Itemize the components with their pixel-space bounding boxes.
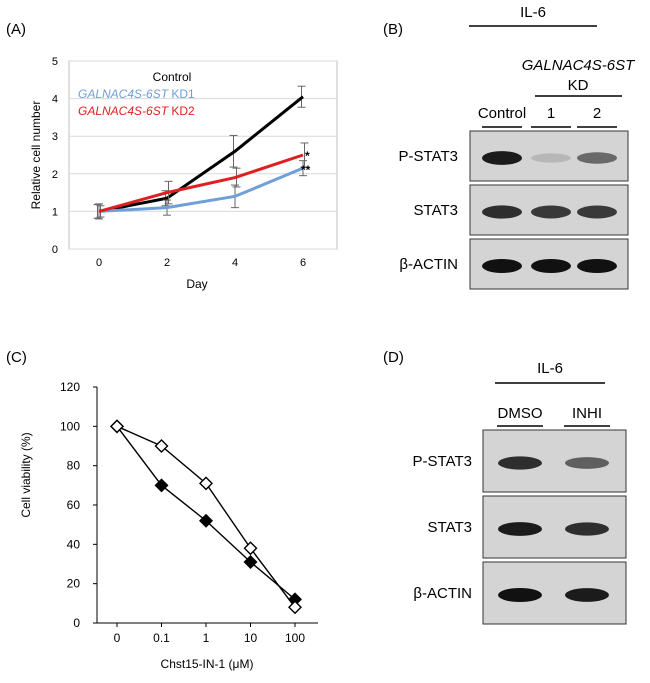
panel-c-ytick: 20 [67,577,81,591]
blot-lane-label: Control [478,105,526,122]
legend-kd2-gene: GALNAC4S-6ST [78,104,170,118]
panel-a-xtick: 0 [96,257,102,269]
panel-c-marker-open [199,476,213,491]
panel-c-xtick: 100 [285,631,305,645]
panel-c-ytick: 0 [73,616,80,630]
legend-kd1: GALNAC4S-6ST KD1 [78,87,195,101]
panel-b-western-blot: IL-6 GALNAC4S-6ST KD Control 1 2 P-STAT3 ST… [399,4,636,290]
panel-c-chart: 0 20 40 60 80 100 120 0 0.1 1 10 100 Cell viabilit… [19,380,318,671]
significance-kd1: ** [301,163,311,177]
panel-c-marker-open [288,600,302,615]
blot-band [482,205,522,219]
panel-c-ytick: 80 [67,459,81,473]
panel-a-chart: 0 1 2 3 4 5 0 2 4 6 Relative cell number Day Con… [29,56,338,291]
panel-c-axes [96,387,318,624]
panel-a-ytick: 2 [52,169,58,181]
panel-d-western-blot: IL-6 DMSO INHI P-STAT3 STAT3 β-ACTIN [413,360,627,625]
blot-band [531,153,571,163]
significance-kd2: * [305,149,310,163]
panel-c-ytick: 120 [60,380,80,394]
blot-band [498,456,542,470]
panel-label-a: (A) [6,21,26,38]
blot-band [531,205,571,219]
panel-b-kd-label: KD [568,77,589,94]
blot-band [577,152,617,164]
blot-lane-label: DMSO [498,405,543,422]
legend-kd2: GALNAC4S-6ST KD2 [78,104,195,118]
blot-band [565,457,609,469]
panel-c-marker-filled [154,478,169,493]
blot-band [498,522,542,536]
blot-band [498,588,542,602]
panel-c-xtick: 10 [244,631,258,645]
panel-c-xtick: 0.1 [153,631,170,645]
panel-a-ytick: 0 [52,244,58,256]
panel-a-ytick: 1 [52,206,58,218]
panel-a-series-line [98,95,304,213]
panel-a-xlabel: Day [186,277,207,291]
panel-a-ylabel: Relative cell number [29,101,43,210]
blot-lane-label: INHI [572,405,602,422]
blot-row-label: STAT3 [414,202,458,219]
blot-lane-label: 1 [547,105,555,122]
legend-kd1-suffix: KD1 [168,87,195,101]
panel-b-treatment: IL-6 [520,4,546,21]
blot-row-label: STAT3 [428,519,472,536]
legend-kd1-gene: GALNAC4S-6ST [78,87,170,101]
blot-band [565,588,609,602]
blot-lane-label: 2 [593,105,601,122]
panel-c-ylabel: Cell viability (%) [19,432,33,517]
panel-b-gene-label: GALNAC4S-6ST [522,57,636,74]
blot-band [482,259,522,273]
panel-c-marker-filled [199,513,213,528]
panel-a-xtick: 6 [300,257,306,269]
blot-band [482,151,522,165]
blot-row-label: P-STAT3 [413,453,472,470]
panel-a-legend: Control GALNAC4S-6ST KD1 GALNAC4S-6ST KD… [78,70,195,118]
panel-a-series-line [98,166,304,213]
panel-label-b: (B) [383,21,403,38]
panel-c-marker-open [110,419,124,434]
panel-c-marker-filled [243,555,258,570]
blot-row-label: P-STAT3 [399,148,458,165]
panel-c-marker-open [154,439,169,453]
blot-band [577,205,617,219]
blot-band [577,259,617,273]
panel-label-c: (C) [6,349,27,366]
panel-a-series-line [98,153,304,213]
blot-row-label: β-ACTIN [413,585,472,602]
legend-control: Control [153,70,192,84]
blot-band [565,522,609,536]
panel-c-ytick: 40 [67,537,81,551]
blot-row-label: β-ACTIN [399,256,458,273]
legend-kd2-suffix: KD2 [168,104,195,118]
panel-c-ytick: 100 [60,419,80,433]
panel-label-d: (D) [383,349,404,366]
panel-c-xlabel: Chst15-IN-1 (μM) [161,657,254,671]
panel-a-xtick: 4 [232,257,238,269]
panel-a-xtick: 2 [164,257,170,269]
panel-a-ytick: 3 [52,131,58,143]
panel-c-ytick: 60 [67,498,81,512]
panel-a-ytick: 5 [52,56,58,68]
panel-a-ytick: 4 [52,94,58,106]
panel-c-xtick: 1 [203,631,210,645]
blot-band [531,259,571,273]
panel-c-series-line [116,425,296,600]
panel-d-treatment: IL-6 [537,360,563,377]
panel-c-marker-open [243,541,258,556]
panel-c-xtick: 0 [114,631,121,645]
